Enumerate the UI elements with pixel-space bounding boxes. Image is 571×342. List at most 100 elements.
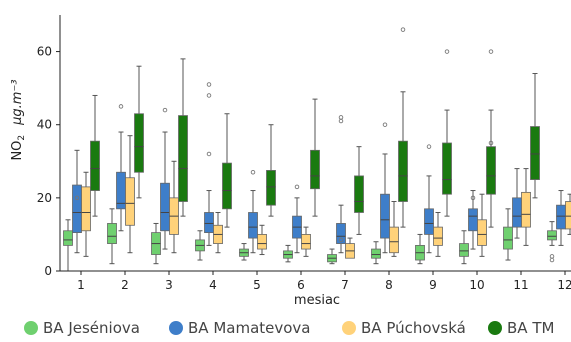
- x-tick-label: 1: [77, 278, 85, 292]
- y-axis-label-sub: 2: [17, 135, 27, 141]
- box-2-month-9: [425, 145, 434, 253]
- box-body: [381, 194, 390, 238]
- box-2-month-5: [249, 170, 258, 252]
- y-axis-label-main: NO: [10, 141, 25, 161]
- box-body: [355, 176, 364, 213]
- box-1-month-9: [416, 234, 425, 263]
- box-1-month-8: [372, 242, 381, 264]
- box-body: [522, 192, 531, 227]
- box-body: [557, 205, 566, 229]
- x-tick-label: 8: [385, 278, 393, 292]
- legend-item-1: BA Jeséniova: [24, 319, 140, 337]
- x-tick-label: 5: [253, 278, 261, 292]
- box-flier: [401, 28, 405, 32]
- box-flier: [251, 170, 255, 174]
- y-axis-label: NO2µg.m⁻³: [10, 79, 27, 160]
- box-4-month-11: [531, 74, 540, 198]
- box-body: [513, 198, 522, 227]
- box-body: [91, 141, 100, 190]
- box-2-month-2: [117, 105, 126, 231]
- box-body: [73, 185, 82, 233]
- box-flier: [207, 94, 211, 98]
- box-body: [302, 234, 311, 249]
- legend-item-4: BA TM: [488, 319, 554, 337]
- y-tick-label: 60: [37, 45, 52, 59]
- box-flier: [550, 258, 554, 262]
- box-2-month-3: [161, 108, 170, 249]
- box-4-month-1: [91, 95, 100, 216]
- box-4-month-3: [179, 59, 188, 216]
- box-1-month-4: [196, 231, 205, 260]
- box-1-month-3: [152, 223, 161, 263]
- x-axis-label: mesiac: [294, 293, 340, 308]
- box-flier: [163, 108, 167, 112]
- box-2-month-7: [337, 116, 346, 253]
- box-4-month-2: [135, 66, 144, 198]
- x-tick-label: 9: [429, 278, 437, 292]
- box-body: [469, 209, 478, 231]
- legend-label: BA Jeséniova: [43, 319, 140, 337]
- box-flier: [489, 50, 493, 54]
- box-body: [267, 170, 276, 205]
- box-body: [434, 227, 443, 245]
- box-body: [82, 187, 91, 231]
- box-3-month-5: [258, 225, 267, 254]
- box-2-month-6: [293, 185, 302, 253]
- box-3-month-8: [390, 202, 399, 257]
- box-flier: [339, 116, 343, 120]
- box-body: [504, 227, 513, 249]
- box-3-month-3: [170, 161, 179, 252]
- box-1-month-1: [64, 220, 73, 271]
- legend: BA Jeséniova BA Mamatevova BA Púchovská BA …: [24, 319, 554, 337]
- box-flier: [207, 152, 211, 156]
- box-1-month-2: [108, 209, 117, 264]
- box-body: [205, 212, 214, 232]
- box-body: [460, 244, 469, 257]
- box-body: [443, 143, 452, 194]
- box-3-month-7: [346, 238, 355, 258]
- box-flier: [295, 185, 299, 189]
- box-4-month-4: [223, 114, 232, 227]
- box-3-month-11: [522, 169, 531, 246]
- box-4-month-9: [443, 50, 452, 216]
- box-1-month-11: [504, 209, 513, 260]
- box-2-month-11: [513, 169, 522, 238]
- legend-label: BA Púchovská: [361, 319, 466, 337]
- box-body: [64, 231, 73, 246]
- box-body: [390, 227, 399, 253]
- box-4-month-8: [399, 28, 408, 227]
- box-3-month-2: [126, 136, 135, 253]
- box-3-month-9: [434, 212, 443, 256]
- x-tick-label: 2: [121, 278, 129, 292]
- box-2-month-8: [381, 123, 390, 253]
- box-body: [161, 183, 170, 231]
- box-1-month-12: [548, 222, 557, 262]
- box-flier: [427, 145, 431, 149]
- legend-item-2: BA Mamatevova: [169, 319, 311, 337]
- legend-marker: [342, 321, 356, 335]
- x-tick-label: 6: [297, 278, 305, 292]
- box-flier: [383, 123, 387, 127]
- box-4-month-7: [355, 147, 364, 235]
- legend-label: BA TM: [507, 319, 554, 337]
- box-body: [531, 127, 540, 180]
- svg-text:NO2µg.m⁻³: NO2µg.m⁻³: [10, 79, 27, 160]
- box-body: [311, 150, 320, 188]
- box-body: [223, 163, 232, 209]
- box-2-month-1: [73, 150, 82, 252]
- x-tick-label: 7: [341, 278, 349, 292]
- y-tick-label: 20: [37, 191, 52, 205]
- x-tick-label: 4: [209, 278, 217, 292]
- box-body: [566, 202, 571, 229]
- box-body: [258, 234, 267, 249]
- plot-area: [64, 28, 571, 271]
- box-body: [249, 212, 258, 238]
- box-4-month-10: [487, 50, 496, 227]
- box-body: [548, 231, 557, 240]
- box-body: [179, 116, 188, 202]
- legend-marker: [24, 321, 38, 335]
- y-tick-label: 40: [37, 118, 52, 132]
- legend-item-3: BA Púchovská: [342, 319, 466, 337]
